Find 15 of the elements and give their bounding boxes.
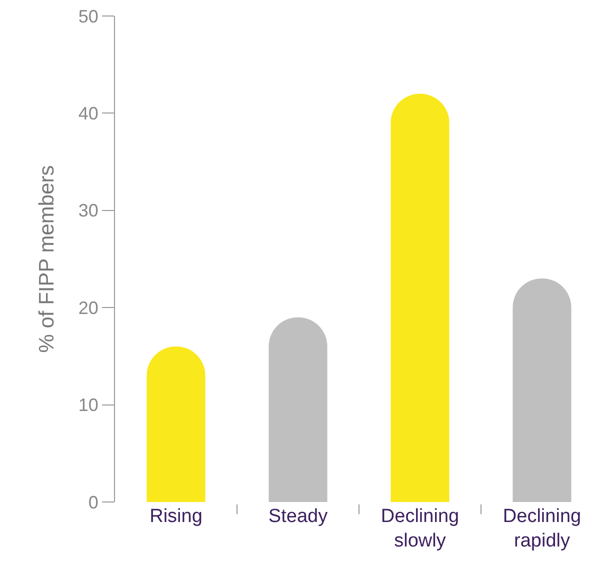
y-tick-label: 30 <box>78 200 98 221</box>
y-tick-label: 0 <box>88 492 98 512</box>
y-tick-label: 50 <box>78 6 98 26</box>
bar <box>268 317 328 502</box>
bar <box>512 278 572 502</box>
y-tick-label: 40 <box>78 104 98 124</box>
y-axis-title: % of FIPP members <box>36 165 59 353</box>
x-tick-label: Steady <box>268 506 328 527</box>
x-tick-label: Declining slowly <box>380 506 460 552</box>
bar <box>390 94 450 502</box>
bar <box>146 346 206 502</box>
y-tick-label: 10 <box>78 395 98 416</box>
y-tick-label: 20 <box>78 298 98 318</box>
x-tick-label: Declining rapidly <box>502 506 582 552</box>
x-tick-label: Rising <box>150 506 202 527</box>
